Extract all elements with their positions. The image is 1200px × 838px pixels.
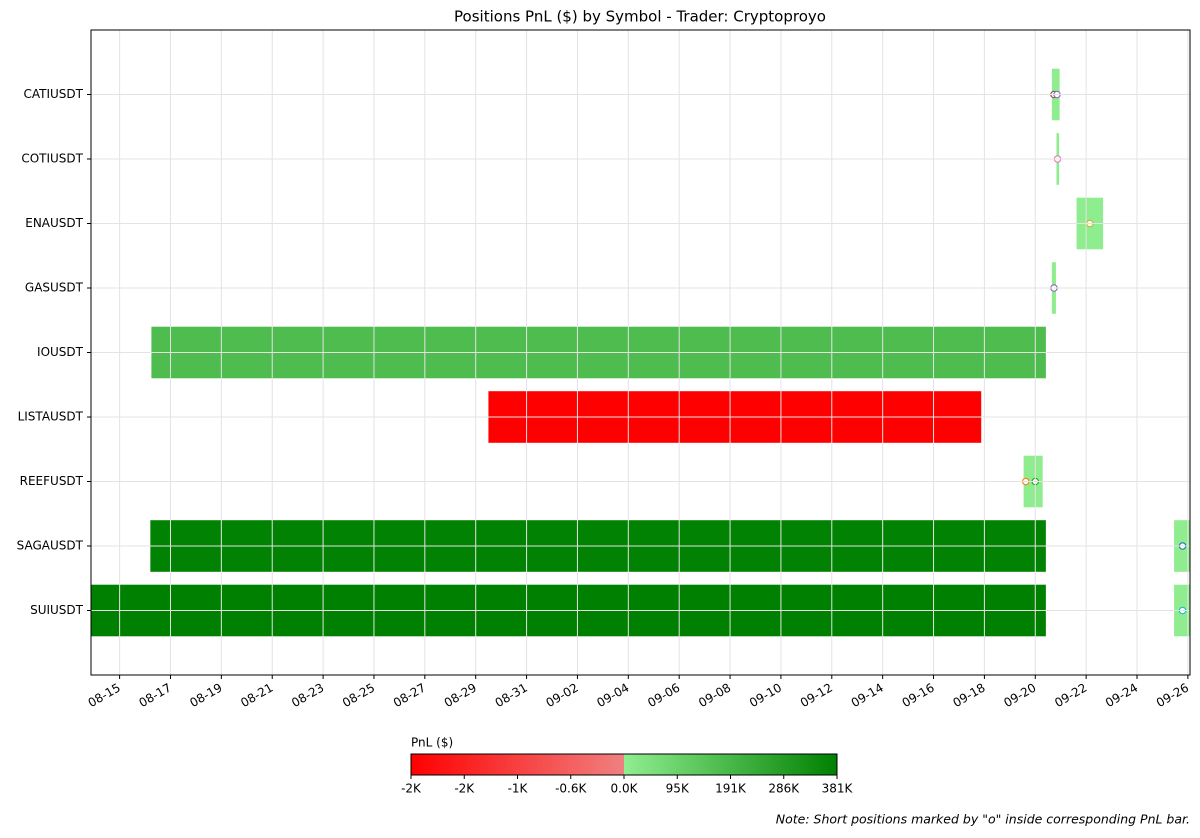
colorbar-tick-label: -2K xyxy=(401,782,422,796)
x-tick-label: 09-08 xyxy=(696,681,733,711)
y-tick-label: IOUSDT xyxy=(37,345,84,359)
y-tick-label: SAGAUSDT xyxy=(17,539,84,553)
y-tick-label: CATIUSDT xyxy=(24,87,84,101)
x-tick-label: 08-21 xyxy=(238,681,275,711)
x-tick-label: 08-29 xyxy=(442,681,479,711)
x-tick-label: 09-04 xyxy=(594,681,631,711)
plot-frame xyxy=(90,29,1191,676)
colorbar-tick-label: 95K xyxy=(666,782,690,796)
colorbar-tick-label: -1K xyxy=(508,782,529,796)
colorbar-tick-label: 381K xyxy=(822,782,854,796)
y-tick-label: LISTAUSDT xyxy=(18,410,84,424)
y-tick-label: SUIUSDT xyxy=(30,603,84,617)
x-tick-label: 09-24 xyxy=(1103,681,1140,711)
colorbar-tick-label: 0.0K xyxy=(611,782,639,796)
x-tick-label: 09-12 xyxy=(798,681,835,711)
x-tick-label: 09-18 xyxy=(950,681,987,711)
x-tick-label: 08-17 xyxy=(137,681,174,711)
y-tick-label: GASUSDT xyxy=(25,281,84,295)
colorbar-neg xyxy=(411,754,624,775)
x-tick-label: 08-31 xyxy=(493,681,530,711)
x-tick-label: 09-16 xyxy=(900,681,937,711)
x-tick-label: 09-22 xyxy=(1052,681,1089,711)
x-tick-label: 09-26 xyxy=(1154,681,1191,711)
y-tick-label: ENAUSDT xyxy=(25,216,83,230)
colorbar-tick-label: 286K xyxy=(768,782,800,796)
x-tick-label: 09-02 xyxy=(543,681,580,711)
x-tick-label: 08-19 xyxy=(187,681,224,711)
colorbar-pos xyxy=(624,754,837,775)
x-tick-label: 08-15 xyxy=(86,681,123,711)
colorbar-tick-label: -2K xyxy=(454,782,475,796)
note: Note: Short positions marked by "o" insi… xyxy=(776,812,1190,827)
x-tick-label: 09-10 xyxy=(747,681,784,711)
colorbar-tick-label: 191K xyxy=(715,782,747,796)
colorbar-tick-label: -0.6K xyxy=(555,782,587,796)
y-tick-label: COTIUSDT xyxy=(21,152,83,166)
x-tick-label: 08-23 xyxy=(289,681,326,711)
y-tick-label: REEFUSDT xyxy=(20,474,84,488)
x-tick-label: 09-06 xyxy=(645,681,682,711)
x-tick-label: 08-25 xyxy=(340,681,377,711)
x-tick-label: 09-20 xyxy=(1001,681,1038,711)
x-tick-label: 09-14 xyxy=(849,681,886,711)
chart-title: Positions PnL ($) by Symbol - Trader: Cr… xyxy=(454,8,826,26)
x-tick-label: 08-27 xyxy=(391,681,428,711)
colorbar-label: PnL ($) xyxy=(411,736,453,750)
